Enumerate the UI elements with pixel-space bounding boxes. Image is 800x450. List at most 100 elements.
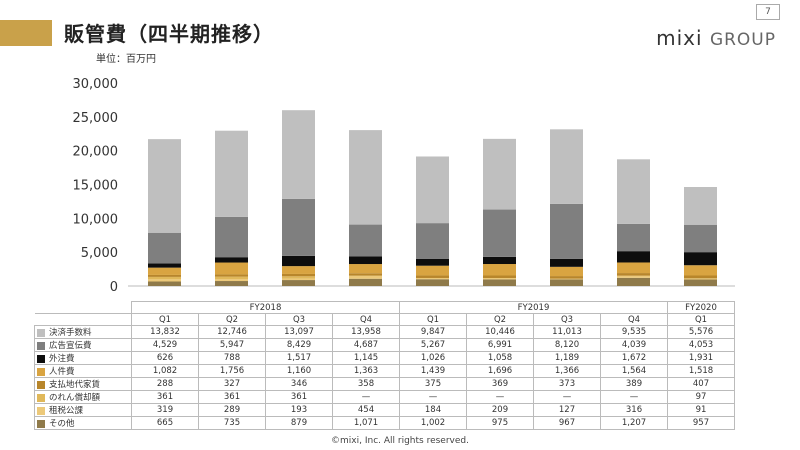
data-cell: 361 — [131, 390, 199, 404]
bar-segment — [416, 279, 449, 286]
legend-swatch — [37, 406, 45, 415]
bar-segment — [148, 276, 181, 280]
data-cell: 6,991 — [466, 338, 534, 352]
bar-segment — [550, 276, 583, 279]
series-name: のれん償却額 — [49, 393, 101, 403]
data-cell: 12,746 — [198, 325, 266, 339]
data-cell: 10,446 — [466, 325, 534, 339]
bar-segment — [349, 278, 382, 286]
data-cell: 9,535 — [600, 325, 668, 339]
bar-segment — [148, 281, 181, 286]
data-cell: 665 — [131, 416, 199, 430]
data-cell: 389 — [600, 377, 668, 391]
data-cell: 1,082 — [131, 364, 199, 378]
data-cell: 967 — [533, 416, 601, 430]
y-tick-label: 30,000 — [73, 77, 119, 92]
data-cell: 361 — [198, 390, 266, 404]
table-row: のれん償却額 361 361 361— — — — —97 — [34, 390, 735, 404]
bar-segment — [483, 209, 516, 257]
bar-segment — [215, 279, 248, 282]
legend-swatch — [37, 354, 45, 363]
bar-segment — [215, 274, 248, 277]
series-name: 支払地代家賃 — [49, 380, 101, 390]
data-cell: 4,529 — [131, 338, 199, 352]
quarter-header: Q2 — [198, 313, 266, 326]
table-corner — [34, 313, 132, 326]
data-cell: 13,097 — [265, 325, 333, 339]
data-cell: 5,267 — [399, 338, 467, 352]
bar-segment — [148, 274, 181, 277]
series-label: 人件費 — [34, 364, 132, 378]
data-cell: 1,517 — [265, 351, 333, 365]
data-cell: 788 — [198, 351, 266, 365]
bar-segment — [684, 278, 717, 280]
table-row: 租税公課 319 289 193 454 184 209 127 316 91 — [34, 403, 735, 417]
y-tick-label: 15,000 — [73, 179, 119, 194]
bar-segment — [617, 159, 650, 224]
bar-segment — [215, 216, 248, 258]
data-cell: 358 — [332, 377, 400, 391]
bar-segment — [349, 264, 382, 274]
bar-segment — [349, 130, 382, 225]
unit-label: 単位：百万円 — [96, 54, 156, 65]
bar-segment — [416, 223, 449, 259]
data-cell: — — [600, 390, 668, 404]
bar-segment — [483, 275, 516, 278]
data-cell: 1,931 — [667, 351, 735, 365]
bar-segment — [416, 156, 449, 224]
table-row: 支払地代家賃 288 327 346 358 375 369 373 389 407 — [34, 377, 735, 391]
bar-segment — [282, 273, 315, 277]
y-tick-label: 25,000 — [73, 111, 119, 126]
y-tick-label: 10,000 — [73, 212, 119, 227]
series-name: 人件費 — [49, 367, 75, 377]
quarter-header-row: Q1 Q2 Q3 Q4 Q1 Q2 Q3 Q4 Q1 — [34, 313, 735, 326]
bar-segment — [684, 265, 717, 276]
quarter-header: Q1 — [399, 313, 467, 326]
legend-swatch — [37, 419, 45, 428]
data-cell: 1,672 — [600, 351, 668, 365]
data-cell: — — [332, 390, 400, 404]
bar-segment — [617, 262, 650, 274]
data-cell: 1,439 — [399, 364, 467, 378]
bar-segment — [349, 256, 382, 265]
data-cell: 13,958 — [332, 325, 400, 339]
data-cell: 1,518 — [667, 364, 735, 378]
data-cell: 1,189 — [533, 351, 601, 365]
legend-swatch — [37, 393, 45, 402]
title-accent-bar — [0, 20, 52, 46]
y-tick-label: 5,000 — [81, 246, 118, 261]
bar-segment — [684, 187, 717, 225]
bar-segment — [282, 280, 315, 286]
bar-segment — [148, 232, 181, 264]
table-row: その他 665 735 879 1,071 1,002 975 967 1,207 957 — [34, 416, 735, 430]
bar-segment — [483, 264, 516, 276]
bar-segment — [483, 277, 516, 280]
data-cell: 4,687 — [332, 338, 400, 352]
data-cell: 8,120 — [533, 338, 601, 352]
quarter-header: Q3 — [533, 313, 601, 326]
series-name: 決済手数料 — [49, 328, 92, 338]
data-cell: 193 — [265, 403, 333, 417]
data-cell: 373 — [533, 377, 601, 391]
data-cell: 1,026 — [399, 351, 467, 365]
data-cell: 289 — [198, 403, 266, 417]
y-tick-label: 0 — [110, 280, 118, 295]
series-name: 租税公課 — [49, 406, 84, 416]
data-cell: 13,832 — [131, 325, 199, 339]
bar-segment — [215, 262, 248, 275]
bar-segment — [684, 275, 717, 279]
quarter-header: Q3 — [265, 313, 333, 326]
bar-segment — [550, 258, 583, 267]
bar-segment — [148, 267, 181, 275]
bar-segment — [617, 275, 650, 278]
bar-segment — [416, 275, 449, 278]
data-cell: 1,071 — [332, 416, 400, 430]
legend-swatch — [37, 380, 45, 389]
stacked-bar-chart: 0 5,000 10,000 15,000 20,000 25,000 30,000 — [73, 77, 735, 295]
series-name: 外注費 — [49, 354, 75, 364]
quarter-header: Q1 — [131, 313, 199, 326]
table-row: 決済手数料 13,832 12,746 13,097 13,958 9,847 10,446… — [34, 325, 735, 339]
data-cell: 1,363 — [332, 364, 400, 378]
bar-segment — [483, 256, 516, 265]
bar-segment — [550, 266, 583, 277]
